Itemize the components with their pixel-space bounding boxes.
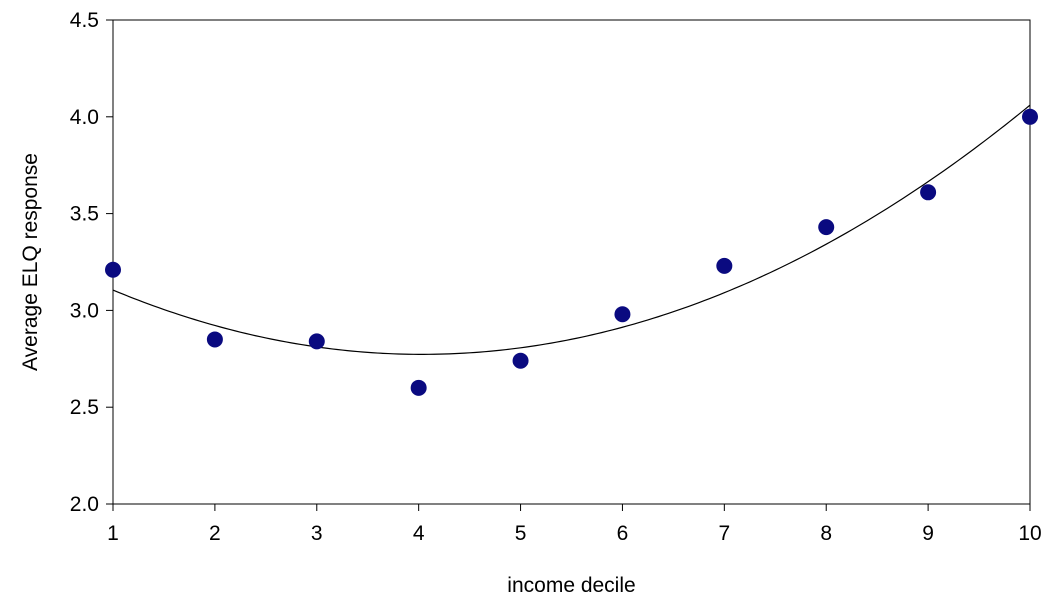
plot-frame — [112, 19, 1031, 505]
x-tick-label: 3 — [311, 522, 323, 545]
data-point — [614, 306, 631, 323]
y-tick-label: 3.0 — [70, 299, 99, 322]
data-point — [308, 333, 325, 350]
y-tick-label: 4.5 — [70, 9, 99, 32]
data-point — [1022, 108, 1038, 125]
trend-line-group — [112, 104, 1031, 355]
data-point — [920, 184, 937, 201]
x-axis-ticks: 1 2 3 4 5 6 7 8 9 10 — [107, 504, 1042, 545]
x-tick-label: 7 — [718, 522, 730, 545]
y-tick-label: 3.5 — [70, 203, 99, 226]
x-tick-label: 8 — [820, 522, 832, 545]
data-point — [105, 261, 121, 278]
x-tick-label: 10 — [1018, 522, 1041, 545]
y-tick-label: 2.0 — [70, 493, 99, 516]
data-point — [716, 257, 733, 274]
y-axis-ticks: 2.0 2.5 3.0 3.5 4.0 4.5 — [70, 9, 113, 516]
data-point — [512, 352, 529, 369]
data-point — [206, 331, 223, 348]
y-tick-label: 4.0 — [70, 106, 99, 129]
x-tick-label: 5 — [515, 522, 527, 545]
trend-line — [112, 104, 1031, 355]
x-tick-label: 9 — [922, 522, 934, 545]
y-axis-title: Average ELQ response — [19, 153, 42, 371]
data-point — [818, 219, 835, 236]
axes — [112, 19, 1031, 505]
y-tick-label: 2.5 — [70, 396, 99, 419]
x-tick-label: 2 — [209, 522, 221, 545]
data-points — [105, 108, 1038, 396]
x-tick-label: 6 — [617, 522, 629, 545]
data-point — [410, 379, 427, 396]
x-tick-label: 1 — [107, 522, 119, 545]
x-axis-title: income decile — [507, 574, 635, 597]
x-tick-label: 4 — [413, 522, 425, 545]
